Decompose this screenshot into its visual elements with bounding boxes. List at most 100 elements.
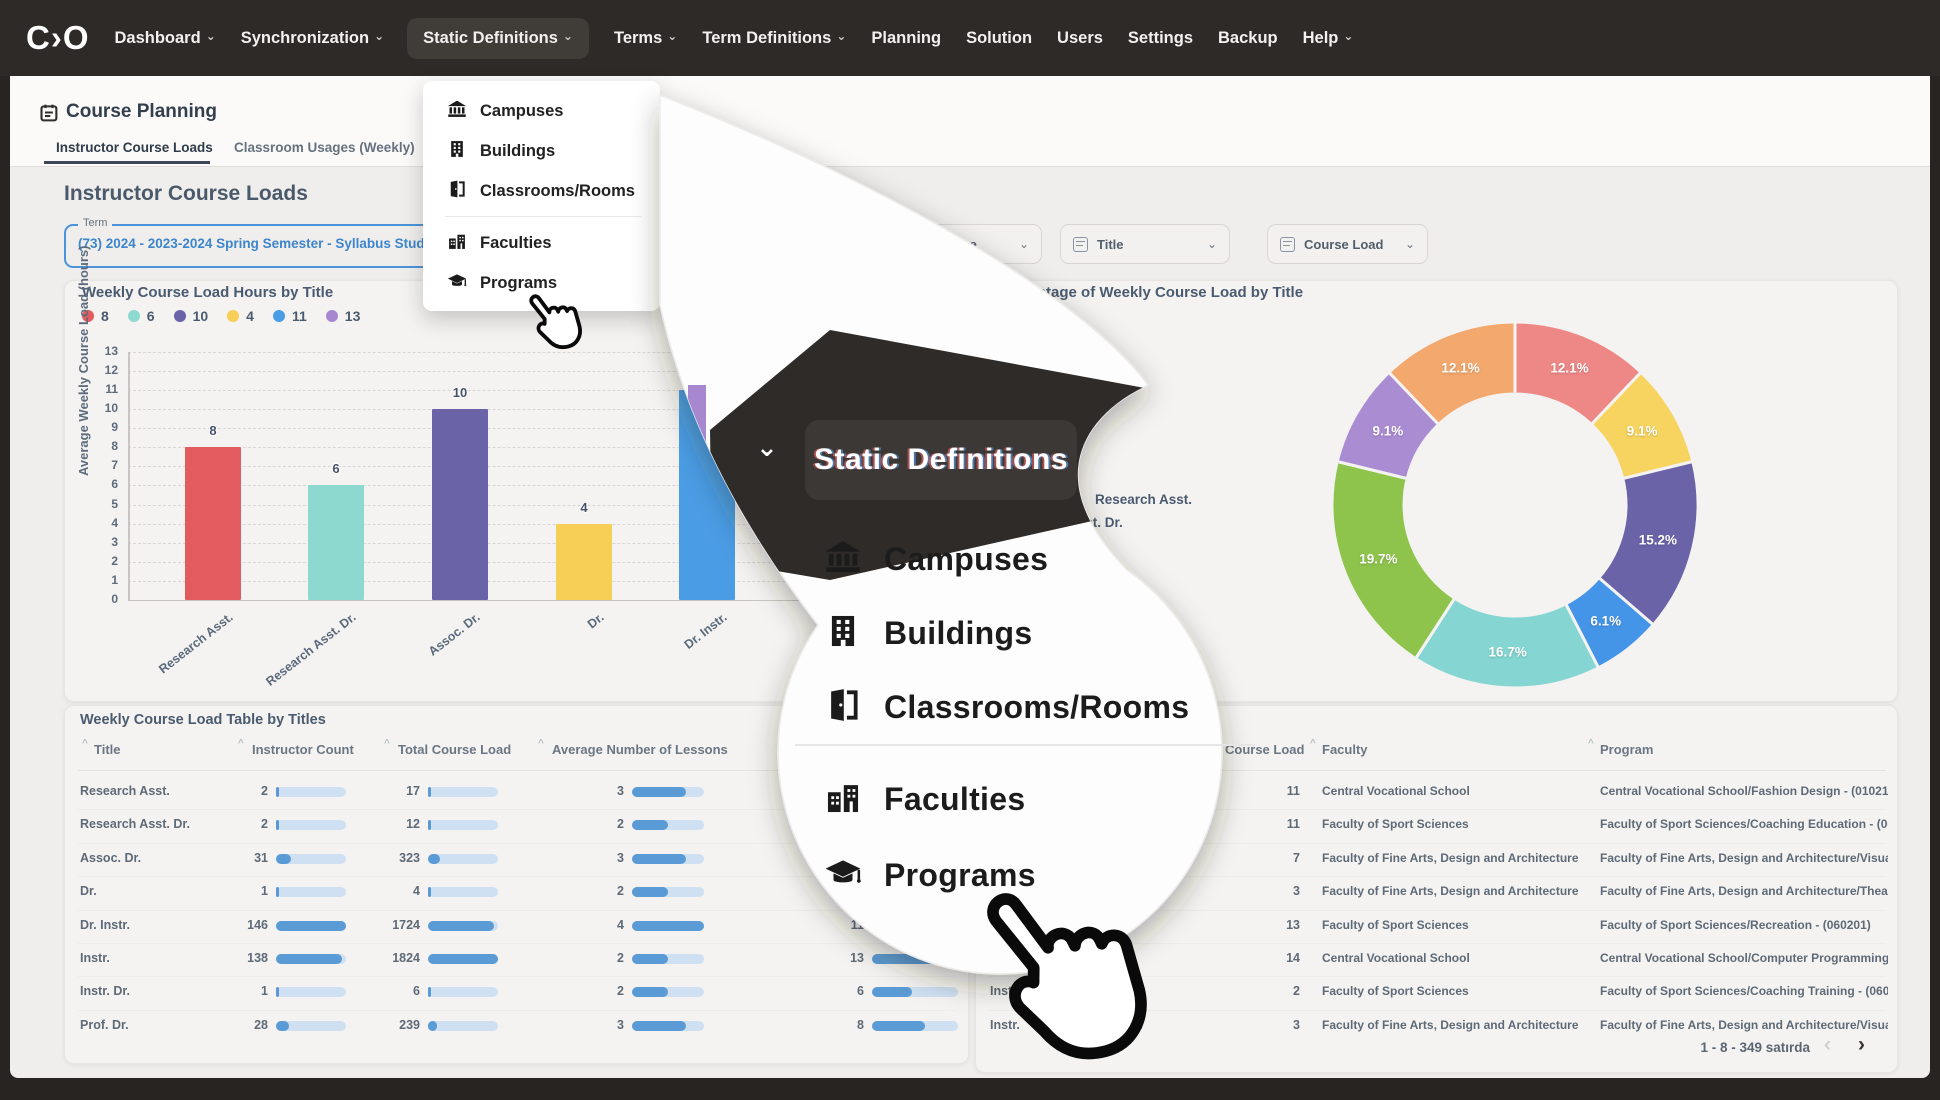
column-header[interactable]: Instructor Count	[252, 742, 354, 757]
table-cell-faculty: Faculty of Sport Sciences	[1322, 917, 1469, 932]
nav-item-users[interactable]: Users	[1057, 18, 1103, 59]
nav-item-dashboard[interactable]: Dashboard ⌄	[115, 18, 216, 59]
magnified-campus-icon	[824, 538, 862, 581]
dropdown-item-buildings[interactable]: Buildings	[423, 131, 660, 171]
bar-value-label: 10	[452, 385, 468, 400]
table-cell-bar	[872, 954, 958, 964]
bar-value-label: 8	[209, 423, 217, 439]
sort-caret-icon[interactable]: ^	[238, 738, 244, 749]
legend-dot-icon	[325, 310, 338, 322]
table-cell-value: 2	[617, 951, 624, 965]
magnified-dropdown-item-classrooms-rooms[interactable]: Classrooms/Rooms	[824, 686, 1189, 729]
section-title: Instructor Course Loads	[64, 182, 308, 205]
term-select-value[interactable]: (73) 2024 - 2023-2024 Spring Semester - …	[78, 236, 444, 251]
nav-item-backup[interactable]: Backup	[1218, 18, 1278, 59]
sort-caret-icon[interactable]: ^	[1588, 738, 1594, 749]
dropdown-item-campuses[interactable]: Campuses	[423, 91, 660, 131]
gridline	[128, 447, 950, 449]
table-cell-bar	[428, 920, 498, 931]
row-divider	[78, 842, 954, 844]
tab-classroom-usages-weekly[interactable]: Classroom Usages (Weekly)	[234, 140, 415, 155]
row-divider	[988, 1009, 1886, 1011]
chevron-down-icon: ⌄	[1343, 29, 1354, 43]
sort-caret-icon[interactable]: ^	[1310, 738, 1316, 749]
table-cell-value: 1	[261, 984, 268, 999]
filter-staff-type[interactable]: Staff Type ⌄	[878, 224, 1042, 264]
column-header[interactable]: Faculty	[1322, 742, 1368, 757]
table-cell-value: 6	[413, 984, 420, 999]
table-cell-title: Instr.	[80, 951, 110, 965]
table-cell-title: Dr.	[80, 884, 97, 899]
table-cell-faculty: Faculty of Fine Arts, Design and Archite…	[1322, 850, 1578, 865]
row-divider	[78, 943, 954, 944]
row-divider	[78, 976, 954, 978]
column-header[interactable]: Title	[94, 742, 121, 757]
gridline	[128, 485, 950, 487]
table-cell-value: 28	[254, 1017, 268, 1032]
table-cell-value: 2	[617, 817, 624, 832]
column-header[interactable]: Total Course Load	[398, 742, 512, 757]
graduation-cap-icon	[447, 271, 467, 296]
table-cell-value: 1824	[392, 951, 420, 965]
nav-item-synchronization[interactable]: Synchronization ⌄	[241, 18, 384, 59]
nav-item-label: Help	[1302, 28, 1339, 47]
tab-instructor-course-loads[interactable]: Instructor Course Loads	[56, 140, 213, 155]
gridline	[128, 542, 950, 544]
nav-item-planning[interactable]: Planning	[871, 18, 941, 59]
magnified-dropdown-item-label: Faculties	[884, 781, 1026, 817]
table-cell-bar	[276, 787, 346, 797]
tab-active-underline	[44, 161, 210, 164]
donut-slice	[1330, 459, 1457, 661]
nav-menu: Dashboard ⌄ Synchronization ⌄ Static Definit…	[115, 17, 1379, 59]
nav-item-help[interactable]: Help ⌄	[1303, 18, 1354, 59]
dropdown-item-programs[interactable]: Programs	[423, 263, 660, 303]
table-cell-faculty: Faculty of Fine Arts, Design and Archite…	[1322, 884, 1578, 899]
gridline	[128, 523, 950, 525]
dropdown-item-faculties[interactable]: Faculties	[423, 223, 660, 263]
nav-item-terms[interactable]: Terms ⌄	[614, 18, 677, 59]
magnified-dropdown-item-label: Classrooms/Rooms	[884, 689, 1190, 725]
nav-item-static-definitions[interactable]: Static Definitions ⌄	[407, 17, 589, 59]
magnified-faculty-icon	[824, 778, 862, 821]
magnified-dropdown-item-buildings[interactable]: Buildings	[824, 612, 1032, 655]
chevron-down-icon: ⌄	[1206, 237, 1217, 251]
table-cell-value: 323	[399, 850, 420, 865]
filter-program[interactable]: Program ⌄	[687, 224, 860, 264]
y-axis-tick: 13	[104, 343, 118, 358]
legend-dot-icon	[272, 310, 285, 322]
table-cell-value: 3	[617, 1017, 624, 1032]
sort-caret-icon[interactable]: ^	[82, 738, 88, 749]
app-logo: C›O	[26, 19, 90, 56]
table-cell-value: 2	[617, 884, 624, 899]
bar-research-asst-dr-	[308, 485, 364, 600]
table-cell-course-load: 2	[1293, 984, 1300, 999]
bar-value-label: 4	[580, 499, 588, 515]
table-cell-bar	[276, 853, 346, 864]
filter-title[interactable]: Title ⌄	[1060, 224, 1230, 264]
nav-item-settings[interactable]: Settings	[1128, 18, 1193, 59]
pagination-prev-icon[interactable]: ‹	[1824, 1033, 1831, 1056]
table-cell-title: Research Asst.	[80, 784, 170, 798]
magnified-dropdown-item-faculties[interactable]: Faculties	[824, 778, 1025, 821]
donut-slice-label: 15.2%	[1638, 532, 1678, 547]
dropdown-item-classrooms-rooms[interactable]: Classrooms/Rooms	[423, 171, 660, 211]
nav-item-solution[interactable]: Solution	[966, 18, 1032, 59]
column-header[interactable]: Average Number of Lessons	[552, 742, 728, 757]
bar-dr-instr-	[679, 389, 735, 600]
gridline	[128, 351, 950, 353]
pagination-next-icon[interactable]: ›	[1858, 1033, 1865, 1056]
sort-caret-icon[interactable]: ^	[384, 738, 390, 749]
y-axis-tick: 12	[104, 362, 118, 377]
table-cell-faculty: Central Vocational School	[1322, 784, 1470, 798]
table-cell-bar	[632, 820, 704, 831]
filter-course-load[interactable]: Course Load ⌄	[1267, 224, 1428, 264]
magnified-static-definitions-button[interactable]: Static Definitions	[805, 420, 1077, 500]
y-axis-line	[128, 351, 130, 600]
table-cell-bar	[276, 987, 346, 998]
y-axis-tick: 10	[104, 401, 118, 415]
legend-dot-icon	[127, 310, 140, 322]
magnified-dropdown-item-campuses[interactable]: Campuses	[824, 538, 1048, 581]
column-header[interactable]: Program	[1600, 742, 1654, 757]
nav-item-term-definitions[interactable]: Term Definitions ⌄	[702, 18, 846, 59]
sort-caret-icon[interactable]: ^	[538, 738, 544, 749]
